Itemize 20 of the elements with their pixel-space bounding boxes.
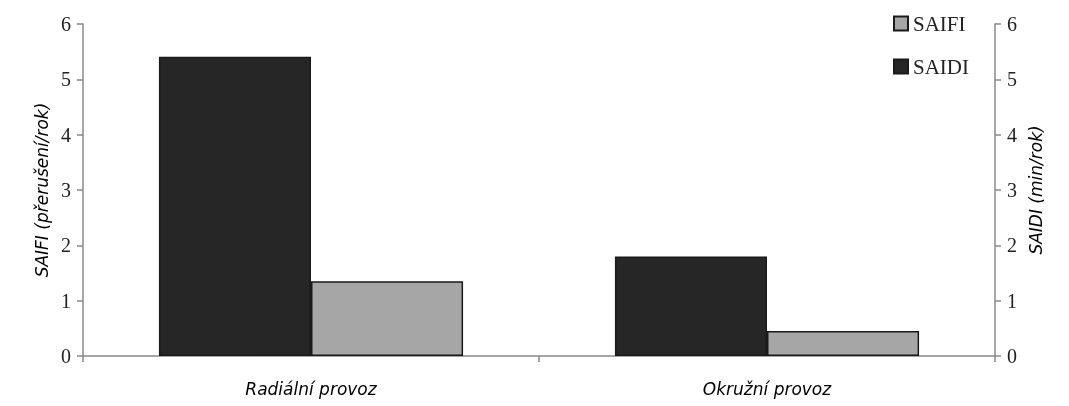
y2-tick-label: 3 <box>1007 179 1017 201</box>
y2-tick-label: 5 <box>1007 68 1017 91</box>
x-tick-label: Radiální provoz <box>245 378 378 399</box>
y-tick-label: 1 <box>61 289 71 312</box>
legend-label: SAIDI <box>913 54 970 79</box>
y-tick-label: 4 <box>61 123 71 146</box>
y-tick-label: 5 <box>61 68 71 91</box>
y-tick-label: 6 <box>61 13 71 35</box>
y-tick-label: 3 <box>61 179 71 201</box>
y2-tick-label: 4 <box>1007 123 1017 146</box>
y2-tick-label: 6 <box>1007 13 1017 35</box>
y-tick-label: 2 <box>61 234 71 257</box>
y2-tick-label: 2 <box>1007 234 1017 257</box>
y-axis-title: SAIFI (přerušení/rok) <box>31 102 52 278</box>
y2-tick-label: 0 <box>1007 345 1017 367</box>
y2-axis-title: SAIDI (min/rok) <box>1026 125 1047 255</box>
y2-tick-label: 1 <box>1007 289 1017 312</box>
x-tick-label: Okružní provoz <box>702 378 833 399</box>
legend-label: SAIFI <box>913 11 966 36</box>
y-tick-label: 0 <box>61 345 71 367</box>
